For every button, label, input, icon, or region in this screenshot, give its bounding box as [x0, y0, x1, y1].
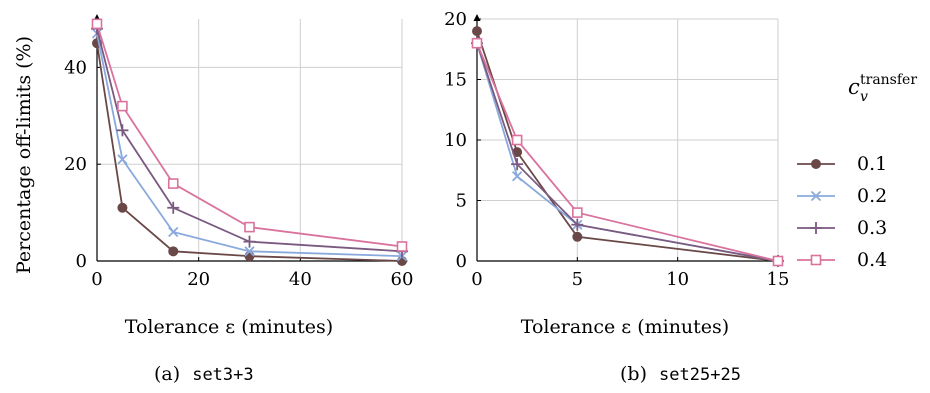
x-tick-label-b-2: 10	[666, 269, 689, 290]
y-tick-label-b-2: 10	[444, 130, 467, 151]
legend-title-sub: v	[860, 89, 868, 105]
y-tick-label-b-1: 5	[456, 191, 467, 212]
data-point-b-0.4-3	[772, 255, 784, 267]
legend-label-0.4: 0.4	[857, 249, 887, 271]
data-point-a-0.4-3	[244, 221, 255, 233]
y-tick-label-a-0: 0	[76, 251, 87, 272]
y-tick-label-a-1: 20	[64, 154, 87, 175]
series-line-b-0.2	[476, 42, 779, 262]
data-point-b-0.2-1	[511, 171, 523, 182]
data-point-a-0.1-2	[168, 246, 179, 257]
data-point-b-0.4-2	[572, 207, 583, 218]
legend-item-0.1: 0.1	[797, 153, 887, 175]
y-axis-label-a: Percentage off-limits (%)	[13, 36, 35, 274]
x-tick-label-b-0: 0	[471, 269, 482, 290]
data-point-b-0.1-2	[572, 231, 583, 242]
caption-b-name: set25+25	[659, 365, 741, 385]
x-tick-label-a-2: 40	[289, 269, 312, 290]
plot-b: 0 5 10 15 0 5 10 15 20	[444, 9, 789, 290]
legend-marker-0.4	[810, 254, 822, 266]
data-point-a-0.1-3	[244, 251, 255, 262]
data-point-a-0.4-4	[396, 241, 408, 252]
series-line-b-0.3	[476, 42, 779, 262]
data-point-b-0.4-1	[511, 134, 523, 146]
y-tick-label-b-0: 0	[456, 251, 467, 272]
data-point-a-0.1-4	[397, 256, 407, 266]
data-point-a-0.1-1	[117, 202, 128, 213]
x-axis-label-a: Tolerance ε (minutes)	[125, 316, 333, 338]
data-point-a-0.3-1	[116, 124, 129, 137]
y-axis-arrow-b	[473, 14, 481, 21]
legend-title-base: c	[848, 75, 860, 99]
legend-label-0.2: 0.2	[857, 185, 887, 207]
data-point-b-0.1-0	[472, 26, 482, 37]
x-tick-label-b-3: 15	[767, 269, 790, 290]
legend-title-sup: transfer	[860, 72, 917, 88]
caption-b: (b) set25+25	[620, 363, 741, 385]
data-point-b-0.4-0	[471, 37, 483, 49]
legend-title: c	[848, 75, 860, 99]
data-point-a-0.2-1	[117, 154, 128, 165]
data-point-a-0.2-2	[168, 226, 179, 238]
caption-a-prefix: (a)	[154, 363, 180, 385]
legend-marker-0.2	[810, 190, 822, 202]
x-tick-label-a-0: 0	[91, 269, 102, 290]
caption-b-prefix: (b)	[620, 363, 647, 385]
x-tick-label-a-3: 60	[391, 269, 414, 290]
legend-marker-0.3	[810, 222, 822, 234]
data-point-b-0.3-2	[571, 218, 584, 231]
data-point-a-0.2-3	[244, 246, 255, 257]
legend-item-0.2: 0.2	[797, 185, 887, 207]
data-point-a-0.4-1	[117, 100, 128, 112]
series-line-b-0.4	[476, 42, 779, 262]
series-line-a-0.4	[96, 23, 403, 248]
data-point-a-0.3-2	[167, 201, 180, 214]
legend-label-0.1: 0.1	[857, 153, 887, 175]
legend-item-0.4: 0.4	[797, 249, 887, 271]
x-tick-label-b-1: 5	[572, 269, 583, 290]
legend-label-0.3: 0.3	[857, 217, 887, 239]
y-tick-label-a-2: 40	[64, 57, 87, 78]
legend-marker-0.1	[811, 159, 821, 169]
caption-a: (a) set3+3	[154, 363, 254, 385]
y-tick-label-b-4: 20	[444, 9, 467, 30]
data-point-a-0.4-2	[167, 178, 179, 189]
data-point-a-0.4-0	[91, 18, 103, 30]
legend-item-0.3: 0.3	[797, 217, 887, 239]
data-point-b-0.3-1	[511, 158, 524, 171]
caption-a-name: set3+3	[192, 365, 253, 385]
series-line-a-0.3	[96, 28, 403, 253]
y-tick-label-b-3: 15	[444, 70, 467, 91]
x-tick-label-a-1: 20	[187, 269, 210, 290]
data-point-a-0.3-3	[243, 235, 256, 248]
plot-a: 0 20 40 60 0 20 40	[64, 14, 413, 290]
x-axis-label-b: Tolerance ε (minutes)	[521, 316, 729, 338]
